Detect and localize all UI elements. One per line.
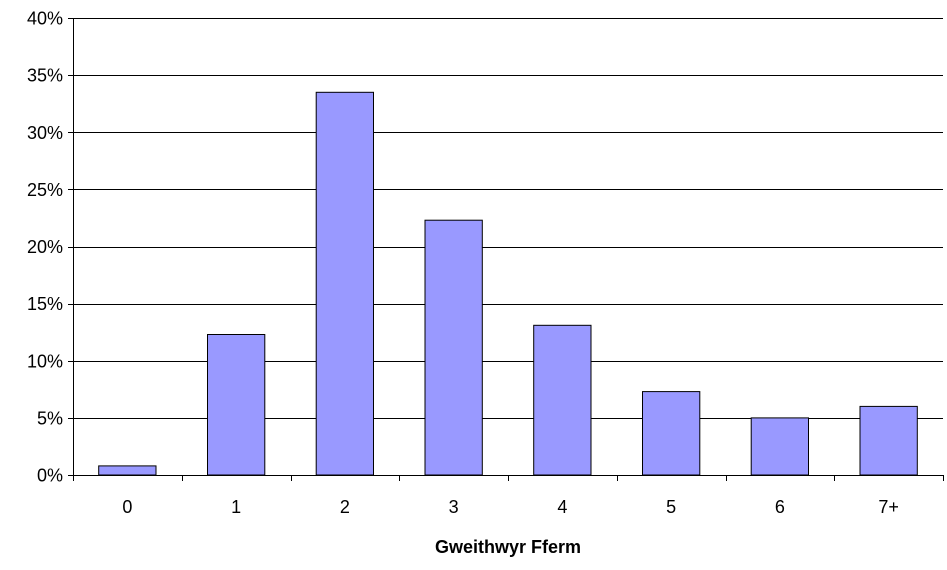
x-tick-label: 6 bbox=[775, 497, 785, 517]
y-tick-labels: 0% 5% 10% 15% 20% 25% 30% 35% 40% bbox=[27, 9, 63, 486]
y-tick-label: 35% bbox=[27, 66, 63, 86]
x-tick-label: 1 bbox=[231, 497, 241, 517]
bar-4 bbox=[533, 324, 592, 476]
x-axis-title: Gweithwyr Fferm bbox=[435, 537, 581, 557]
y-tick-label: 30% bbox=[27, 123, 63, 143]
y-tick-label: 25% bbox=[27, 180, 63, 200]
x-tick-label: 7+ bbox=[878, 497, 899, 517]
bar-7+ bbox=[859, 405, 918, 476]
y-tick-label: 0% bbox=[37, 466, 63, 486]
bar-6 bbox=[750, 417, 810, 476]
x-tick-label: 0 bbox=[122, 497, 132, 517]
x-tick-label: 3 bbox=[449, 497, 459, 517]
x-tick-labels: 0 1 2 3 4 5 6 7+ bbox=[122, 497, 898, 517]
bar-1 bbox=[207, 334, 266, 476]
y-tick-label: 15% bbox=[27, 294, 63, 314]
y-tick-label: 40% bbox=[27, 9, 63, 29]
y-tick-label: 10% bbox=[27, 351, 63, 371]
gridlines bbox=[73, 18, 943, 419]
axes bbox=[68, 18, 944, 481]
bar-5 bbox=[642, 391, 701, 476]
y-tick-label: 20% bbox=[27, 237, 63, 257]
bar-3 bbox=[424, 219, 483, 476]
y-tick-label: 5% bbox=[37, 408, 63, 428]
x-tick-label: 5 bbox=[666, 497, 676, 517]
x-tick-label: 4 bbox=[557, 497, 567, 517]
x-tick-label: 2 bbox=[340, 497, 350, 517]
bars bbox=[98, 91, 918, 476]
bar-0 bbox=[98, 465, 157, 476]
bar-2 bbox=[315, 91, 375, 476]
